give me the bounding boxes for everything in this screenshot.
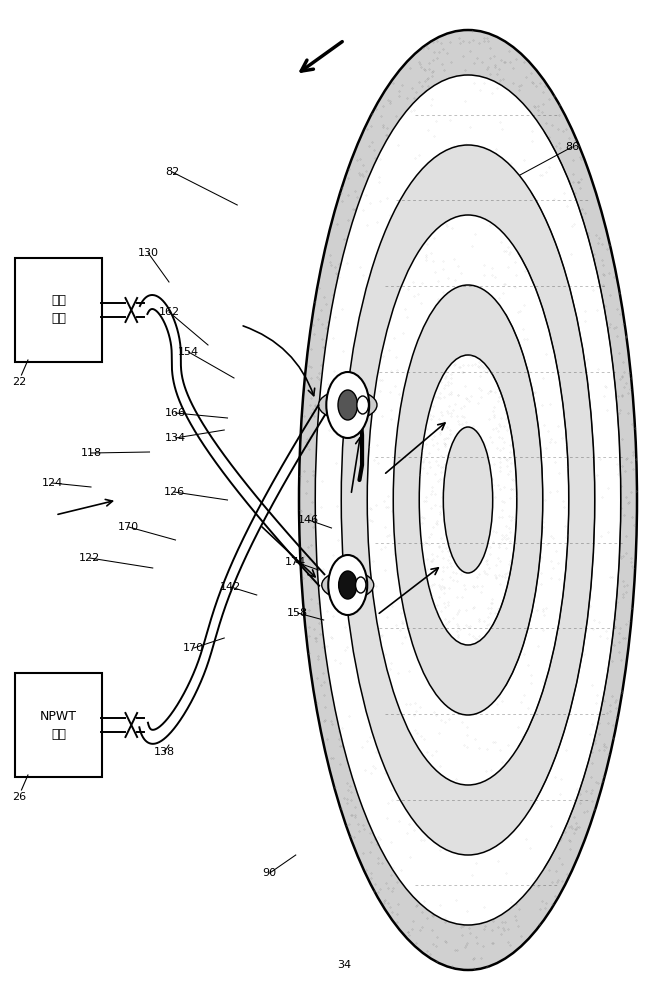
Text: 130: 130 — [138, 248, 159, 258]
Text: 滴注
系统: 滴注 系统 — [51, 294, 66, 325]
Circle shape — [328, 555, 367, 615]
Text: 26: 26 — [12, 792, 27, 802]
Text: 90: 90 — [263, 868, 277, 878]
Text: 22: 22 — [12, 377, 27, 387]
Text: 138: 138 — [154, 747, 175, 757]
Ellipse shape — [341, 145, 595, 855]
Text: 118: 118 — [81, 448, 101, 458]
Text: 124: 124 — [42, 478, 62, 488]
Text: 34: 34 — [337, 960, 352, 970]
FancyBboxPatch shape — [15, 673, 102, 777]
Text: 158: 158 — [287, 608, 308, 618]
Ellipse shape — [299, 30, 637, 970]
Ellipse shape — [393, 285, 543, 715]
Text: NPWT
系统: NPWT 系统 — [40, 710, 77, 740]
Text: 170: 170 — [118, 522, 139, 532]
Text: 170: 170 — [183, 643, 204, 653]
Text: 154: 154 — [178, 347, 199, 357]
Text: 146: 146 — [298, 515, 319, 525]
Text: 122: 122 — [79, 553, 100, 563]
Text: 142: 142 — [220, 582, 241, 592]
Ellipse shape — [419, 355, 517, 645]
Ellipse shape — [443, 427, 493, 573]
Circle shape — [339, 571, 357, 599]
Ellipse shape — [318, 390, 377, 420]
Text: 86: 86 — [565, 142, 579, 152]
Text: 134: 134 — [165, 433, 186, 443]
Text: 174: 174 — [285, 557, 306, 567]
Ellipse shape — [322, 571, 374, 599]
Ellipse shape — [367, 215, 569, 785]
Ellipse shape — [315, 75, 621, 925]
Text: 166: 166 — [165, 408, 186, 418]
Text: 82: 82 — [165, 167, 179, 177]
Text: 126: 126 — [164, 487, 185, 497]
Circle shape — [357, 396, 369, 414]
FancyBboxPatch shape — [15, 258, 102, 362]
Circle shape — [356, 577, 366, 593]
Circle shape — [326, 372, 369, 438]
Text: 162: 162 — [159, 307, 179, 317]
Circle shape — [338, 390, 358, 420]
